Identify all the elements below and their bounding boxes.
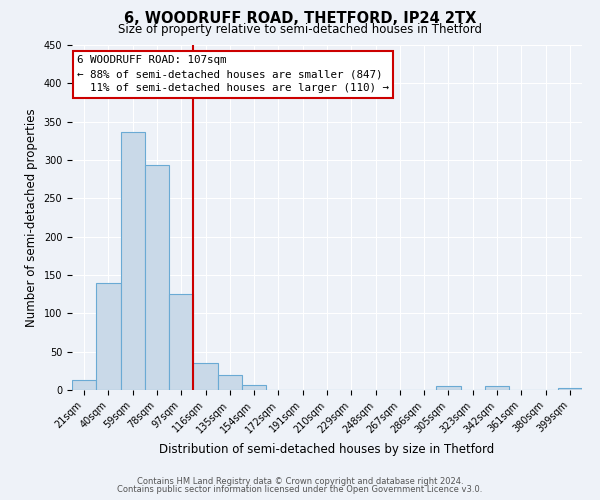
Text: 6 WOODRUFF ROAD: 107sqm
← 88% of semi-detached houses are smaller (847)
  11% of: 6 WOODRUFF ROAD: 107sqm ← 88% of semi-de… [77,56,389,94]
Text: Contains HM Land Registry data © Crown copyright and database right 2024.: Contains HM Land Registry data © Crown c… [137,478,463,486]
Bar [242,384,266,390]
Bar [485,386,509,390]
Bar [218,374,242,390]
Text: Contains public sector information licensed under the Open Government Licence v3: Contains public sector information licen… [118,485,482,494]
Bar [169,294,193,390]
Bar [96,284,121,390]
Text: Size of property relative to semi-detached houses in Thetford: Size of property relative to semi-detach… [118,22,482,36]
Bar [436,386,461,390]
Bar [193,363,218,390]
Bar [558,388,582,390]
Text: 6, WOODRUFF ROAD, THETFORD, IP24 2TX: 6, WOODRUFF ROAD, THETFORD, IP24 2TX [124,11,476,26]
Y-axis label: Number of semi-detached properties: Number of semi-detached properties [25,108,38,327]
Bar [72,380,96,390]
X-axis label: Distribution of semi-detached houses by size in Thetford: Distribution of semi-detached houses by … [160,443,494,456]
Bar [145,166,169,390]
Bar [121,132,145,390]
